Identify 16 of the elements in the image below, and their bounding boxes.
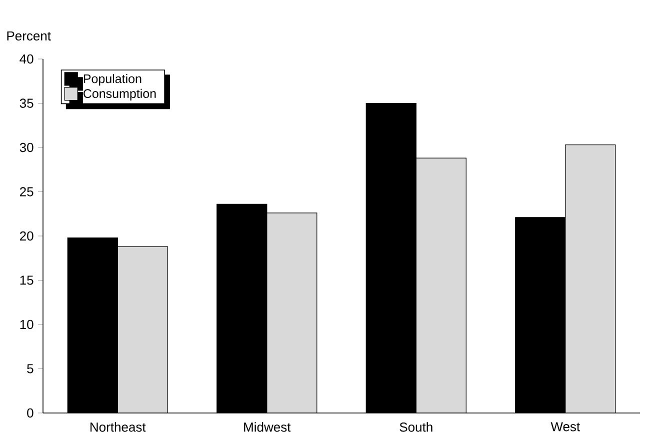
x-tick-label: Midwest: [244, 422, 291, 432]
y-tick-label: 40: [20, 54, 34, 64]
y-tick-label: 25: [20, 187, 34, 196]
legend-label: Consumption: [84, 88, 156, 100]
x-tick-label: West: [550, 422, 580, 432]
y-tick-label: 20: [20, 231, 34, 241]
x-tick-label: Northeast: [90, 422, 146, 432]
y-tick-label: 0: [27, 408, 34, 418]
y-tick-label: 30: [20, 142, 34, 152]
y-tick-label: 10: [20, 320, 34, 330]
legend-label: Population: [84, 74, 142, 86]
y-tick-label: 15: [20, 276, 34, 285]
y-tick-label: 5: [27, 364, 34, 374]
x-tick-label: South: [400, 422, 432, 432]
y-tick-label: 35: [20, 98, 34, 108]
y-axis-title: Percent: [7, 31, 51, 41]
